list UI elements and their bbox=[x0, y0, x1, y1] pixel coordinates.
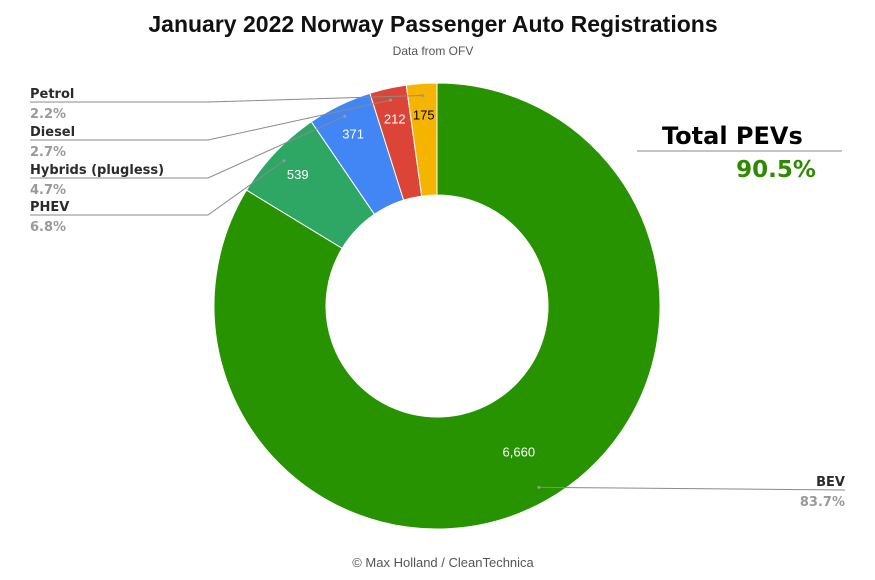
leader-dot-hybrids-plugless bbox=[343, 114, 347, 118]
slice-value-labels: 6,660 539 371 212 175 bbox=[287, 107, 535, 459]
leader-lines bbox=[30, 94, 846, 491]
category-name-hybrids-plugless: Hybrids (plugless) bbox=[30, 163, 164, 178]
slice-value-label-hybrids-plugless: 371 bbox=[342, 126, 364, 141]
category-percent-bev: 83.7% bbox=[800, 495, 845, 510]
slice-petrol bbox=[405, 82, 438, 197]
footer-credit: © Max Holland / CleanTechnica bbox=[352, 555, 534, 570]
leader-dot-petrol bbox=[420, 94, 424, 98]
slice-value-label-bev: 6,660 bbox=[503, 445, 536, 460]
total-pevs-label: Total PEVs bbox=[662, 122, 803, 150]
chart-title: January 2022 Norway Passenger Auto Regis… bbox=[148, 11, 717, 37]
chart-subtitle: Data from OFV bbox=[393, 44, 474, 58]
slice-value-label-petrol: 175 bbox=[413, 107, 435, 122]
category-labels: BEV 83.7% PHEV 6.8% Hybrids (plugless) 4.7% Di… bbox=[30, 87, 845, 510]
leader-line-hybrids-plugless bbox=[30, 115, 346, 179]
slice-value-label-phev: 539 bbox=[287, 167, 309, 182]
category-percent-petrol: 2.2% bbox=[30, 107, 66, 122]
donut-slices bbox=[213, 82, 661, 530]
category-percent-hybrids-plugless: 4.7% bbox=[30, 183, 66, 198]
category-name-phev: PHEV bbox=[30, 200, 69, 215]
category-percent-phev: 6.8% bbox=[30, 220, 66, 235]
category-name-petrol: Petrol bbox=[30, 87, 74, 102]
leader-dot-phev bbox=[282, 159, 286, 163]
leader-line-bev bbox=[538, 486, 846, 491]
category-name-bev: BEV bbox=[816, 475, 845, 490]
total-pevs-value: 90.5% bbox=[736, 157, 816, 183]
category-percent-diesel: 2.7% bbox=[30, 145, 66, 160]
leader-line-phev bbox=[30, 160, 285, 216]
leader-dot-diesel bbox=[389, 98, 393, 102]
leader-line-petrol bbox=[30, 95, 423, 103]
leader-line-diesel bbox=[30, 99, 391, 141]
slice-value-label-diesel: 212 bbox=[384, 112, 406, 127]
slice-bev bbox=[213, 82, 661, 530]
leader-dot-bev bbox=[537, 485, 541, 489]
category-name-diesel: Diesel bbox=[30, 125, 75, 140]
